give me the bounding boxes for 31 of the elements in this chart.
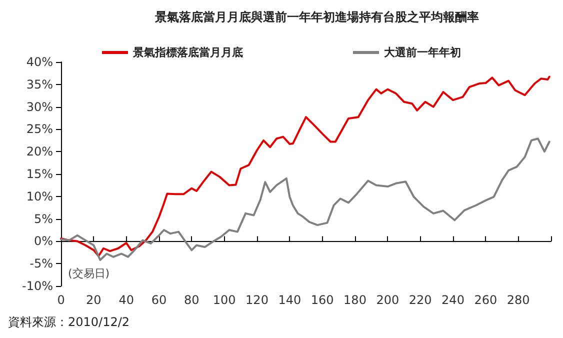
y-tick-label: 15% xyxy=(26,167,53,181)
x-tick-label: 240 xyxy=(442,293,464,307)
legend-label: 景氣指標落底當月月底 xyxy=(132,46,243,59)
x-tick-label: 40 xyxy=(118,293,134,307)
y-tick-label: -10% xyxy=(22,279,53,293)
legend-label: 大選前一年年初 xyxy=(384,46,461,59)
y-tick-label: 20% xyxy=(26,144,53,159)
x-tick-label: 20 xyxy=(86,293,102,307)
x-tick-label: 60 xyxy=(151,293,167,307)
y-tick-label: -5% xyxy=(30,256,53,271)
x-tick-label: 280 xyxy=(506,293,530,307)
y-tick-label: 35% xyxy=(26,77,53,92)
x-tick-label: 180 xyxy=(344,293,366,307)
chart-title: 景氣落底當月月底與選前一年年初進場持有台股之平均報酬率 xyxy=(154,10,479,24)
y-tick-label: 10% xyxy=(26,189,53,204)
x-tick-label: 120 xyxy=(246,293,268,307)
x-tick-label: 160 xyxy=(310,293,334,307)
y-tick-label: 30% xyxy=(26,100,53,114)
x-axis-title: (交易日) xyxy=(68,267,110,280)
y-tick-label: 0% xyxy=(34,234,53,248)
y-tick-label: 40% xyxy=(26,55,53,69)
x-tick-label: 140 xyxy=(278,293,302,307)
x-tick-label: 0 xyxy=(57,293,65,307)
x-tick-label: 260 xyxy=(474,293,498,307)
source-note: 資料來源：2010/12/2 xyxy=(8,315,130,329)
y-tick-label: 5% xyxy=(34,212,53,226)
x-tick-label: 220 xyxy=(408,293,432,307)
x-tick-label: 100 xyxy=(212,293,236,307)
x-tick-label: 80 xyxy=(184,293,200,307)
x-tick-label: 200 xyxy=(376,293,400,307)
y-tick-label: 25% xyxy=(26,122,53,136)
